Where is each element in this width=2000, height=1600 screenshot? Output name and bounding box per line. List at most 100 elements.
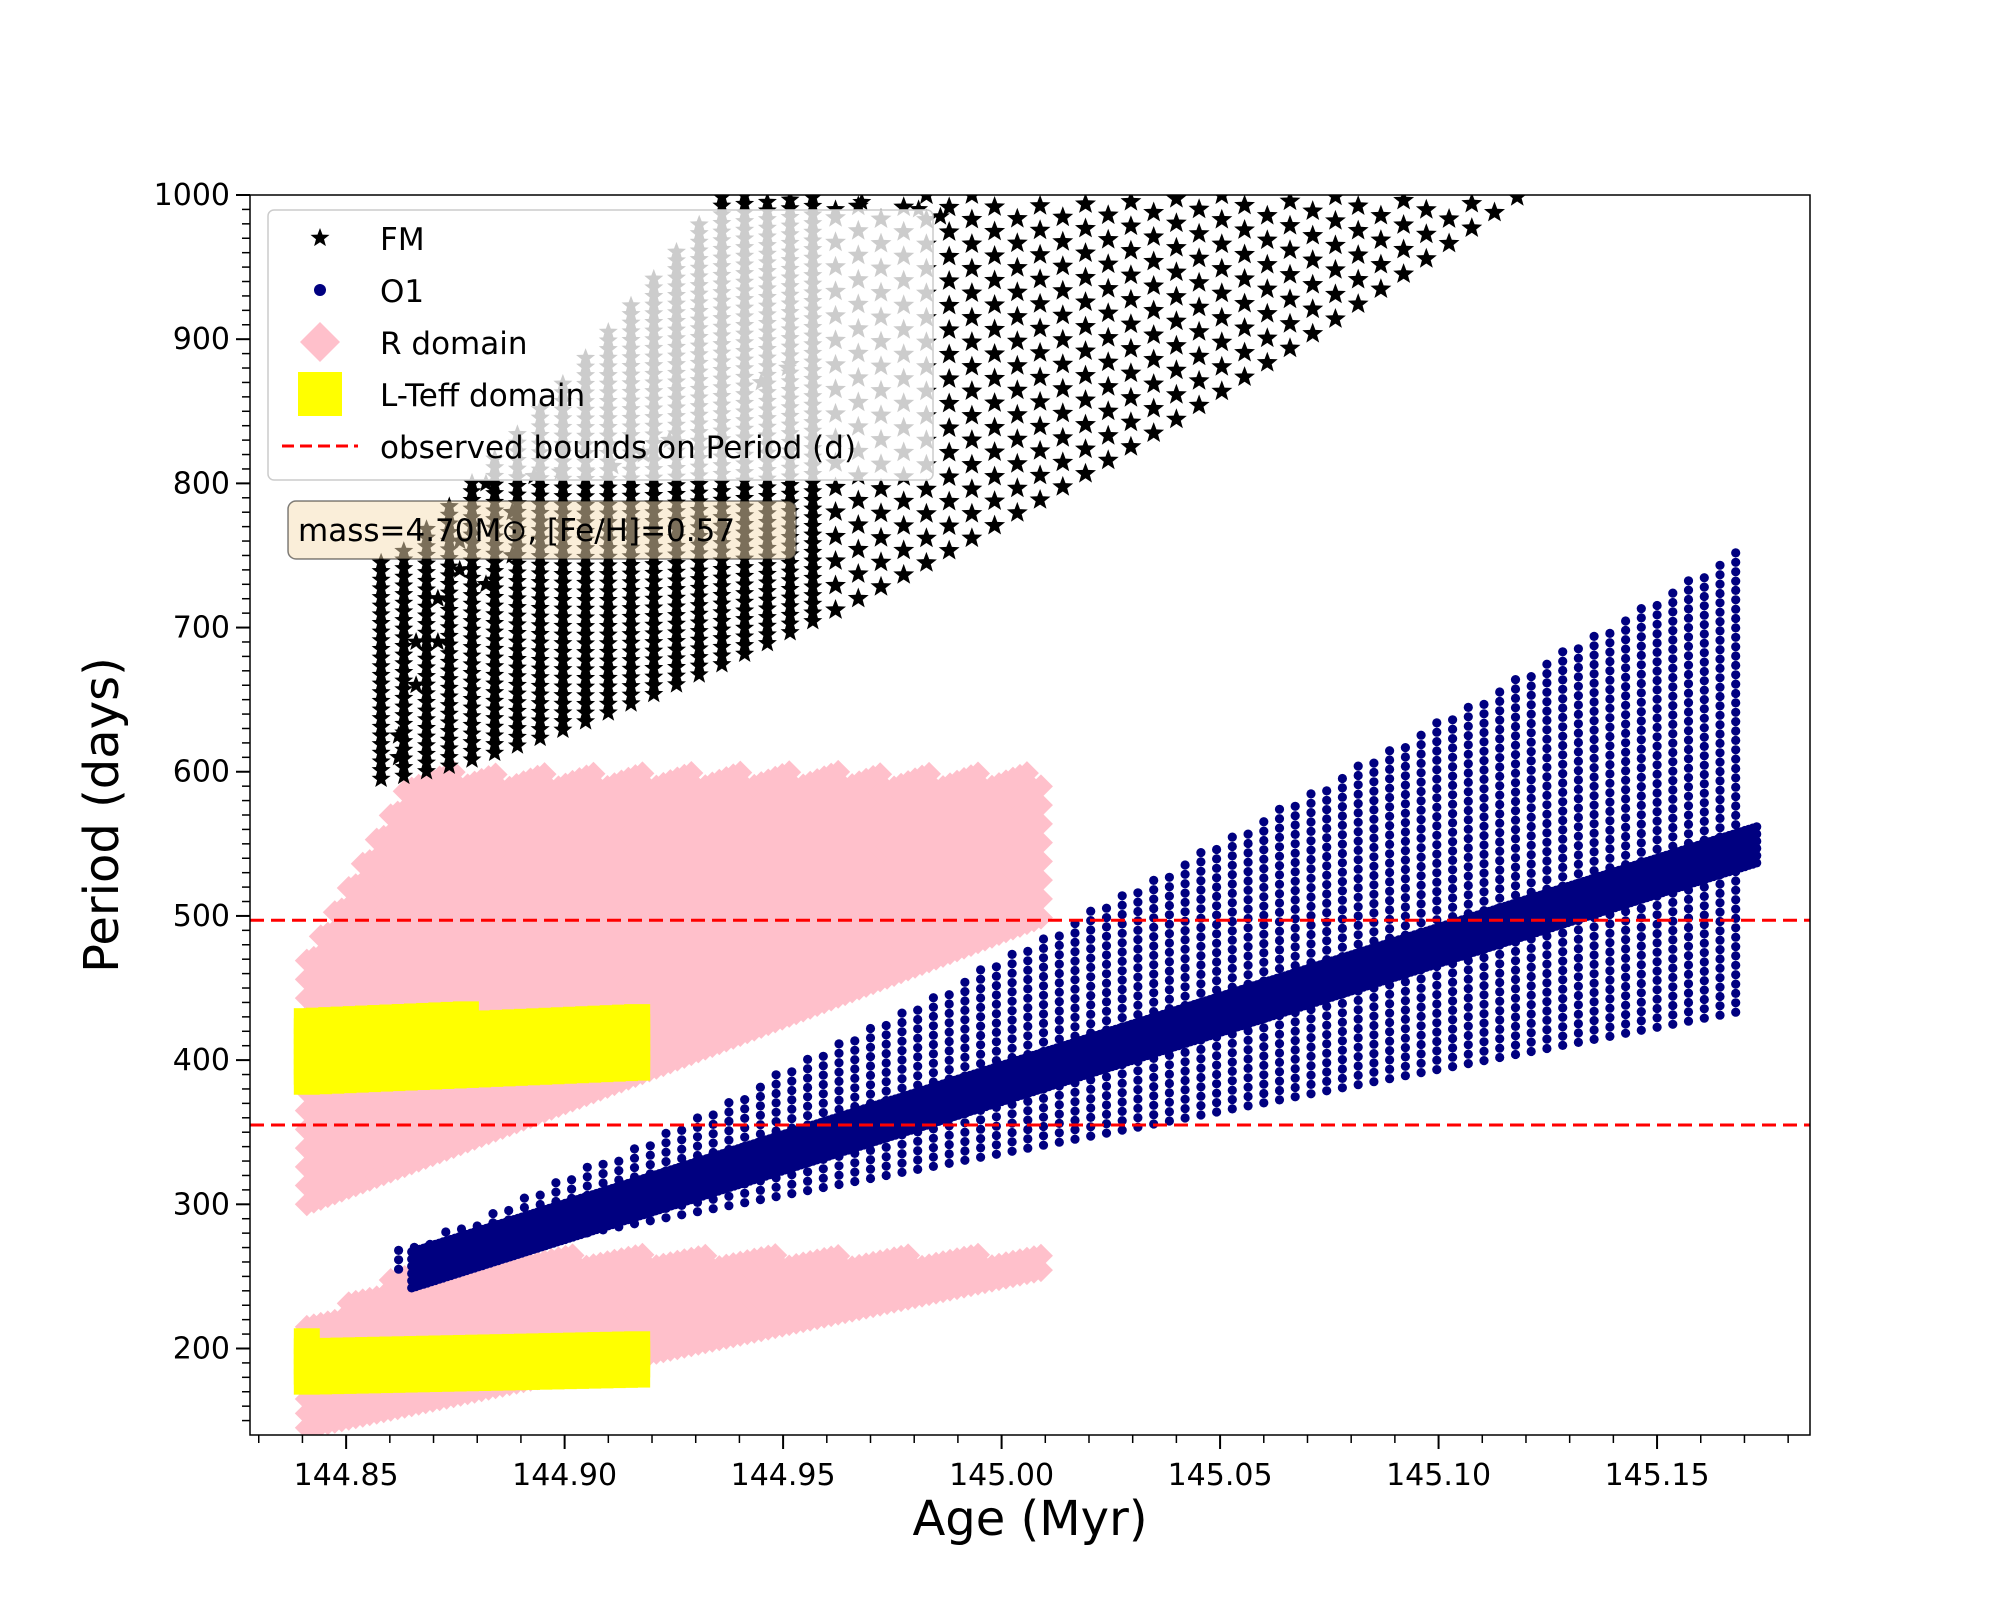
o1-point (1526, 1018, 1536, 1028)
o1-point (1479, 971, 1489, 981)
o1-point (1180, 907, 1190, 917)
o1-point (1196, 960, 1206, 970)
fm-point (1029, 341, 1051, 362)
o1-point (1180, 860, 1190, 870)
o1-point (1322, 1048, 1332, 1058)
o1-point (850, 1055, 860, 1065)
o1-point (629, 1163, 640, 1173)
o1-point (1023, 1040, 1033, 1050)
fm-point (394, 653, 414, 672)
o1-point (1432, 840, 1442, 850)
fm-point (598, 642, 618, 661)
fm-point (485, 474, 505, 493)
fm-point (644, 485, 664, 504)
o1-point (1322, 926, 1332, 937)
fm-point (553, 668, 573, 687)
o1-point (1463, 1040, 1473, 1050)
o1-point (1448, 743, 1458, 753)
o1-point (1290, 951, 1300, 961)
o1-point (1101, 922, 1112, 932)
o1-point (1086, 906, 1096, 916)
fm-point (965, 195, 979, 204)
o1-point (755, 1195, 766, 1205)
fm-point (689, 604, 709, 623)
o1-point (1400, 771, 1410, 781)
o1-point (1479, 896, 1489, 906)
o1-point (755, 1110, 766, 1120)
o1-point (708, 1204, 718, 1214)
fm-point (689, 638, 709, 657)
o1-point (1448, 762, 1458, 772)
o1-point (1369, 814, 1379, 824)
o1-point (1243, 932, 1253, 942)
fm-point (803, 576, 823, 595)
o1-point (976, 984, 986, 994)
o1-point (818, 1051, 828, 1061)
fm-point (1006, 477, 1028, 498)
o1-point (1416, 796, 1426, 806)
o1-point (1023, 1134, 1033, 1144)
fm-point (984, 416, 1006, 437)
o1-point (1007, 1015, 1017, 1025)
o1-point (1149, 960, 1159, 970)
fm-point (644, 615, 664, 634)
fm-point (826, 199, 846, 218)
fm-point (938, 490, 960, 511)
fm-point (689, 552, 709, 571)
fm-point (507, 640, 527, 659)
fm-point (439, 704, 459, 723)
o1-point (960, 1005, 970, 1016)
o1-point (787, 1067, 797, 1077)
o1-point (1400, 799, 1410, 809)
fm-point (1097, 277, 1119, 298)
o1-point (1070, 994, 1080, 1004)
o1-point (1495, 762, 1505, 772)
o1-point (1038, 934, 1049, 944)
fm-point (1165, 334, 1187, 355)
o1-point (1463, 777, 1473, 788)
fm-point (621, 485, 641, 504)
o1-point (1353, 789, 1363, 799)
o1-point (913, 1071, 923, 1081)
fm-point (485, 647, 505, 666)
o1-point (1070, 975, 1080, 985)
fm-point (394, 757, 414, 776)
o1-point (1196, 857, 1206, 867)
fm-point (780, 475, 800, 494)
o1-point (1259, 826, 1269, 836)
o1-point (1149, 988, 1159, 998)
fm-point (1052, 451, 1074, 472)
o1-point (1385, 924, 1395, 934)
o1-point (1306, 1079, 1316, 1089)
o1-point (1385, 1008, 1395, 1018)
o1-point (1322, 1039, 1332, 1049)
o1-point (1086, 1112, 1096, 1122)
o1-point (1479, 962, 1489, 972)
o1-point (991, 962, 1002, 972)
o1-point (1463, 862, 1473, 872)
o1-point (1385, 802, 1395, 812)
o1-point (1038, 1037, 1049, 1047)
o1-point (1306, 1023, 1316, 1033)
o1-point (1164, 938, 1174, 948)
fm-point (1188, 222, 1210, 243)
o1-point (1353, 1023, 1363, 1034)
o1-point (1416, 730, 1426, 740)
fm-point (1006, 403, 1028, 424)
fm-point (1415, 247, 1437, 268)
o1-point (1463, 721, 1473, 731)
o1-point (1400, 1043, 1410, 1053)
o1-point (1400, 836, 1410, 847)
o1-point (1306, 808, 1316, 818)
o1-point (1385, 849, 1395, 859)
o1-point (1306, 1033, 1316, 1043)
o1-point (1212, 938, 1222, 948)
o1-point (582, 1181, 592, 1191)
o1-point (1400, 818, 1410, 828)
o1-point (976, 1143, 986, 1153)
fm-point (485, 665, 505, 684)
o1-point (1054, 1090, 1064, 1100)
o1-point (1322, 842, 1332, 852)
o1-point (787, 1114, 797, 1124)
o1-point (1400, 1061, 1410, 1071)
